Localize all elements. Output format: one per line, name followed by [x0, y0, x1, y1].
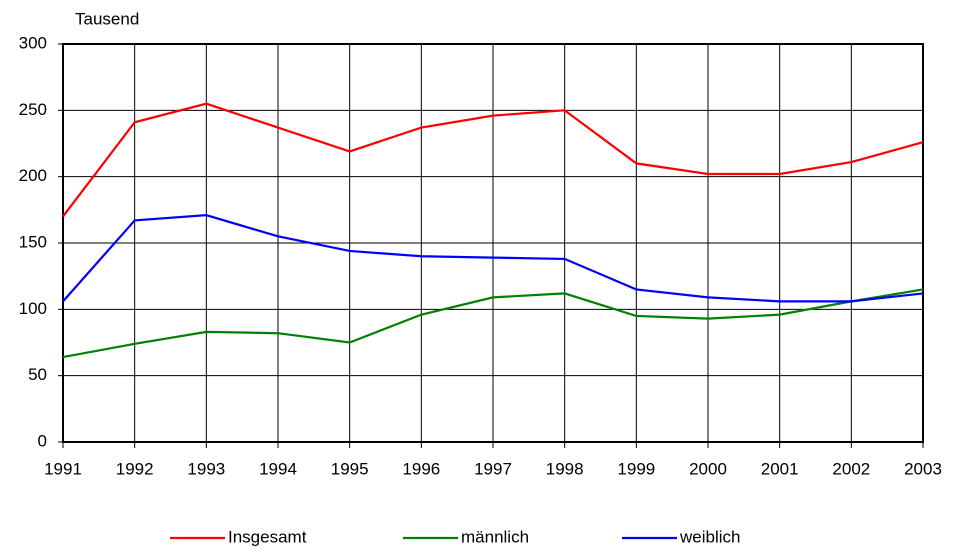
- legend-label: Insgesamt: [228, 527, 307, 546]
- series-line: [62, 102, 924, 218]
- series-line: [62, 214, 924, 303]
- series-line: [62, 288, 924, 359]
- x-tick-label: 2000: [689, 459, 727, 478]
- x-tick-label: 1994: [259, 459, 297, 478]
- y-tick-label: 300: [19, 33, 47, 52]
- y-tick-label: 150: [19, 232, 47, 251]
- x-tick-label: 2002: [832, 459, 870, 478]
- x-tick-label: 1996: [402, 459, 440, 478]
- x-tick-label: 1995: [331, 459, 369, 478]
- x-tick-label: 1997: [474, 459, 512, 478]
- x-tick-label: 1999: [617, 459, 655, 478]
- y-tick-label: 200: [19, 166, 47, 185]
- x-tick-label: 1993: [187, 459, 225, 478]
- x-tick-label: 1998: [546, 459, 584, 478]
- y-tick-label: 0: [38, 431, 47, 450]
- plot-border: [62, 43, 924, 443]
- y-tick-label: 50: [28, 365, 47, 384]
- y-tick-label: 100: [19, 299, 47, 318]
- x-tick-label: 2001: [761, 459, 799, 478]
- legend-label: weiblich: [679, 527, 740, 546]
- x-tick-label: 2003: [904, 459, 942, 478]
- x-tick-label: 1991: [44, 459, 82, 478]
- y-tick-label: 250: [19, 100, 47, 119]
- y-axis-label: Tausend: [75, 9, 139, 28]
- legend-label: männlich: [461, 527, 529, 546]
- x-tick-label: 1992: [116, 459, 154, 478]
